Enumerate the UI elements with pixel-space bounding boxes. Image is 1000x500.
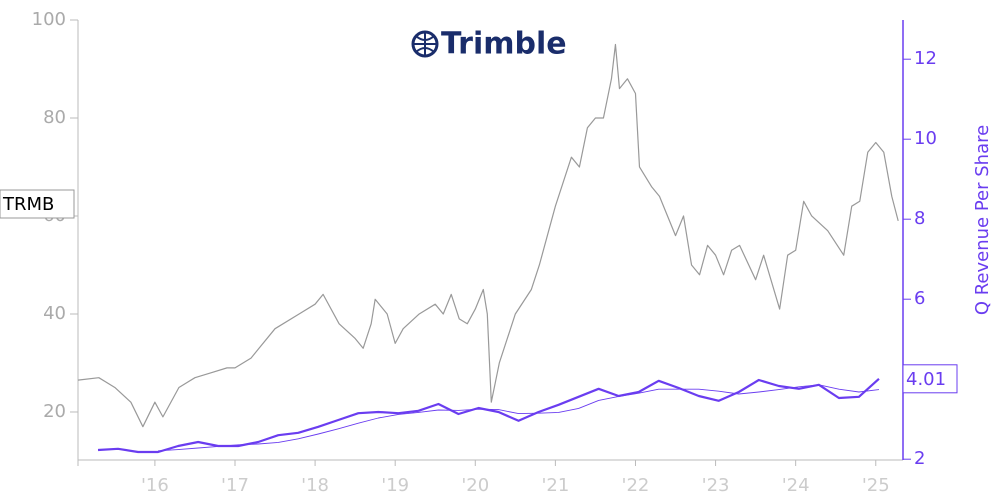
series-line: [97, 377, 880, 454]
series-line: [158, 384, 880, 452]
x-tick-label: '18: [301, 475, 329, 496]
logo-text: Trimble: [441, 27, 567, 62]
x-tick-label: '20: [461, 475, 489, 496]
x-tick-label: '23: [702, 475, 730, 496]
x-tick-label: '22: [622, 475, 650, 496]
y-tick-label: 20: [43, 401, 66, 422]
last-value-box: 4.01: [902, 364, 958, 394]
ticker-frame: [0, 189, 75, 219]
y-tick-label: 40: [43, 303, 66, 324]
y-tick-label: 100: [32, 9, 66, 30]
y2-tick-label: 6: [914, 288, 925, 309]
y2-tick-label: 12: [914, 48, 937, 69]
y2-tick-label: 8: [914, 208, 925, 229]
logo-globe-lines: [413, 32, 437, 56]
ticker-label: TRMB: [2, 194, 54, 215]
y2-tick-label: 10: [914, 128, 937, 149]
x-tick-label: '21: [541, 475, 569, 496]
y-tick-label: 80: [43, 107, 66, 128]
logo: Trimble: [411, 27, 567, 62]
x-tick-label: '17: [221, 475, 249, 496]
y2-axis-label: Q Revenue Per Share: [972, 125, 993, 315]
x-tick-label: '16: [141, 475, 169, 496]
series-line: [77, 43, 899, 428]
y2-tick-label: 2: [914, 448, 925, 469]
x-tick-label: '24: [782, 475, 810, 496]
x-tick-label: '19: [381, 475, 409, 496]
last-value-frame: [902, 364, 958, 394]
last-value-label: 4.01: [906, 369, 946, 390]
x-tick-label: '25: [862, 475, 890, 496]
ticker-box: TRMB: [0, 189, 75, 219]
